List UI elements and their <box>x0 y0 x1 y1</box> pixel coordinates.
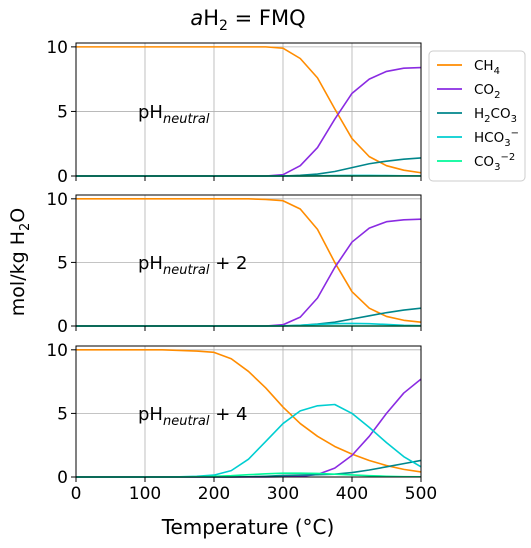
x-tick-label: 400 <box>336 484 368 504</box>
figure-title: aH2 = FMQ <box>190 6 305 34</box>
y-tick-label: 10 <box>46 38 68 58</box>
x-tick-label: 100 <box>129 484 161 504</box>
y-tick-label: 0 <box>57 167 68 187</box>
x-tick-label: 500 <box>405 484 437 504</box>
y-tick-label: 5 <box>57 253 68 273</box>
y-tick-label: 5 <box>57 404 68 424</box>
y-tick-label: 5 <box>57 102 68 122</box>
y-tick-label: 10 <box>46 341 68 361</box>
y-tick-label: 0 <box>57 317 68 337</box>
y-tick-label: 10 <box>46 190 68 210</box>
x-axis-label: Temperature (°C) <box>161 515 335 539</box>
x-tick-label: 200 <box>198 484 230 504</box>
x-tick-label: 300 <box>267 484 299 504</box>
y-tick-label: 0 <box>57 468 68 488</box>
x-tick-label: 0 <box>71 484 82 504</box>
